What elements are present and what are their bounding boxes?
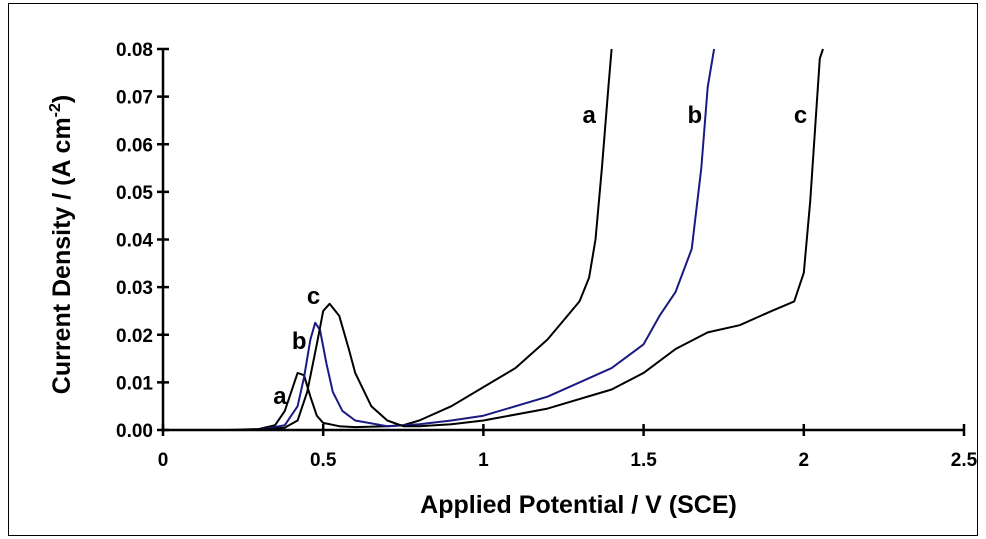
curve-label-c: c bbox=[794, 102, 807, 129]
curves bbox=[163, 48, 824, 431]
curve-label-b: b bbox=[292, 328, 307, 355]
curve-label-b: b bbox=[688, 102, 703, 129]
x-tick-label: 1 bbox=[478, 450, 489, 471]
series-line-a bbox=[163, 48, 613, 431]
curve-label-a: a bbox=[582, 102, 596, 129]
series-line-c bbox=[163, 48, 824, 431]
y-tick-label: 0.02 bbox=[116, 326, 153, 347]
curve-label-c: c bbox=[307, 283, 320, 310]
y-axis-title-tail: ) bbox=[48, 95, 76, 103]
y-tick-label: 0.00 bbox=[116, 421, 153, 442]
chart-frame bbox=[8, 3, 978, 536]
series-line-b bbox=[163, 48, 716, 431]
y-tick-label: 0.04 bbox=[116, 231, 153, 252]
y-axis-title-main: Current Density / (A cm bbox=[48, 117, 76, 394]
y-tick-label: 0.08 bbox=[116, 40, 153, 61]
y-tick-label: 0.01 bbox=[116, 373, 153, 394]
y-axis-title-sup: -2 bbox=[47, 103, 64, 117]
y-tick-label: 0.06 bbox=[116, 135, 153, 156]
x-tick-label: 1.5 bbox=[630, 450, 657, 471]
x-tick-label: 2 bbox=[799, 450, 810, 471]
y-axis-title: Current Density / (A cm-2) bbox=[47, 95, 76, 394]
y-tick-label: 0.05 bbox=[116, 183, 153, 204]
x-axis-title: Applied Potential / V (SCE) bbox=[420, 491, 737, 519]
axes: 0 0.5 1 1.5 2 2.5 0.00 0.01 0.02 0.03 0.04 0.05 0.06… bbox=[116, 40, 978, 471]
y-tick-label: 0.03 bbox=[116, 278, 153, 299]
x-tick-label: 0.5 bbox=[310, 450, 337, 471]
y-tick-label: 0.07 bbox=[116, 88, 153, 109]
x-tick-label: 2.5 bbox=[951, 450, 978, 471]
curve-label-a: a bbox=[273, 383, 287, 410]
x-tick-label: 0 bbox=[158, 450, 169, 471]
